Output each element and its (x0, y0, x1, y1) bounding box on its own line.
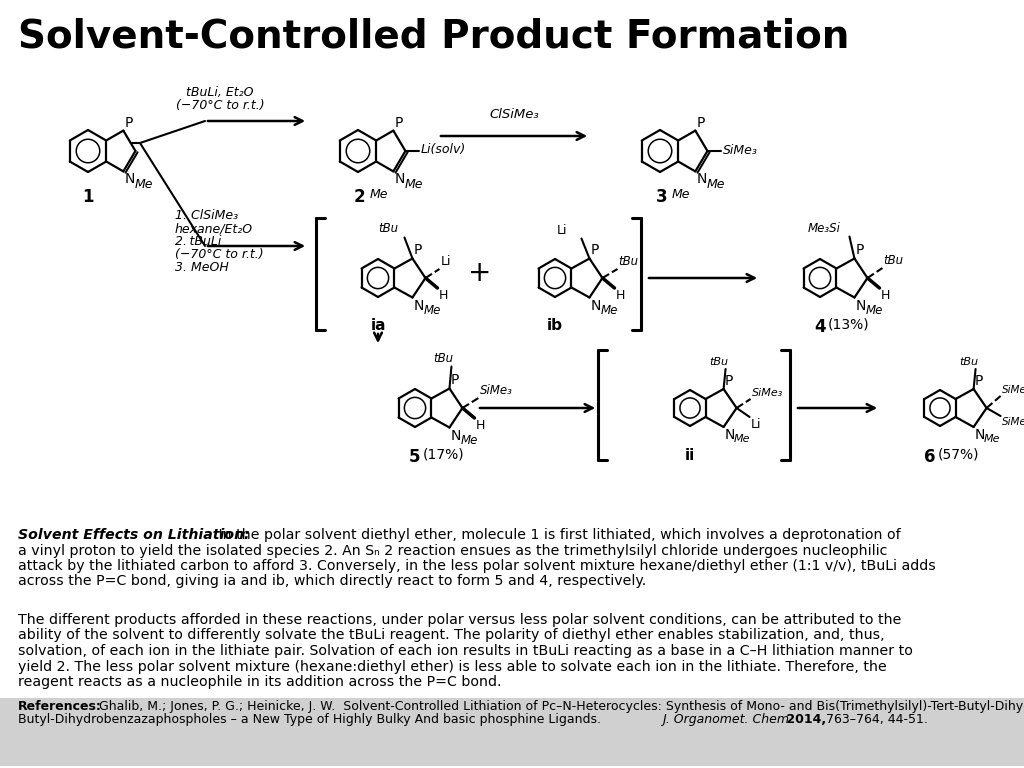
Text: solvation, of each ion in the lithiate pair. Solvation of each ion results in tB: solvation, of each ion in the lithiate p… (18, 644, 912, 658)
Text: P: P (451, 373, 459, 388)
Text: ability of the solvent to differently solvate the tBuLi reagent. The polarity of: ability of the solvent to differently so… (18, 628, 885, 643)
Text: Li: Li (557, 223, 567, 237)
Text: SiMe₃: SiMe₃ (752, 388, 782, 398)
Text: N: N (975, 428, 985, 442)
Text: 3: 3 (656, 188, 668, 206)
Text: Solvent Effects on Lithiation:: Solvent Effects on Lithiation: (18, 528, 250, 542)
Text: Ghalib, M.; Jones, P. G.; Heinicke, J. W.  Solvent-Controlled Lithiation of Pc–N: Ghalib, M.; Jones, P. G.; Heinicke, J. W… (95, 700, 1024, 713)
Text: attack by the lithiated carbon to afford 3. Conversely, in the less polar solven: attack by the lithiated carbon to afford… (18, 559, 936, 573)
Text: tBu: tBu (884, 254, 903, 267)
Text: H: H (438, 289, 447, 302)
Text: 4: 4 (814, 318, 825, 336)
Text: H: H (615, 289, 625, 302)
Text: tBu: tBu (959, 357, 979, 367)
Text: Solvent-Controlled Product Formation: Solvent-Controlled Product Formation (18, 18, 849, 56)
Text: ia: ia (371, 318, 386, 333)
Text: Li(solv): Li(solv) (421, 144, 466, 157)
Text: Me: Me (134, 178, 153, 191)
Text: SiMe₃: SiMe₃ (723, 144, 758, 157)
Text: tBu: tBu (710, 357, 729, 367)
Text: hexane/Et₂O: hexane/Et₂O (175, 222, 253, 235)
Text: N: N (696, 172, 707, 187)
Text: SiMe₃: SiMe₃ (479, 384, 512, 397)
Text: (−70°C to r.t.): (−70°C to r.t.) (176, 99, 264, 112)
Text: P: P (591, 243, 599, 257)
Text: References:: References: (18, 700, 101, 713)
Text: N: N (725, 428, 735, 442)
Text: tBu: tBu (433, 352, 454, 365)
Text: H: H (475, 419, 484, 432)
Text: Li: Li (751, 418, 761, 431)
Text: 3. MeOH: 3. MeOH (175, 261, 228, 274)
Text: (17%): (17%) (423, 448, 465, 462)
Text: P: P (975, 374, 983, 388)
Text: Me: Me (404, 178, 423, 191)
Text: Li: Li (440, 255, 451, 268)
Text: ii: ii (685, 448, 695, 463)
Text: (−70°C to r.t.): (−70°C to r.t.) (175, 248, 263, 261)
Text: P: P (124, 116, 133, 130)
Text: tBu: tBu (379, 223, 398, 236)
Text: In the polar solvent diethyl ether, molecule 1 is first lithiated, which involve: In the polar solvent diethyl ether, mole… (214, 528, 901, 542)
Text: a vinyl proton to yield the isolated species 2. An Sₙ 2 reaction ensues as the t: a vinyl proton to yield the isolated spe… (18, 544, 888, 558)
Text: 6: 6 (925, 448, 936, 466)
Text: 2. tBuLi: 2. tBuLi (175, 235, 221, 248)
Text: N: N (591, 299, 601, 313)
Text: P: P (696, 116, 705, 130)
Text: Me: Me (865, 304, 883, 317)
Text: N: N (394, 172, 404, 187)
Text: SiMe: SiMe (1001, 417, 1024, 427)
Text: across the P=C bond, giving ia and ib, which directly react to form 5 and 4, res: across the P=C bond, giving ia and ib, w… (18, 574, 646, 588)
Text: Me: Me (672, 188, 690, 201)
Text: N: N (855, 299, 866, 313)
Text: Me: Me (984, 434, 1000, 444)
Text: P: P (394, 116, 402, 130)
Text: P: P (855, 243, 864, 257)
Text: ib: ib (547, 318, 563, 333)
Text: N: N (124, 172, 135, 187)
Text: P: P (725, 374, 733, 388)
Text: reagent reacts as a nucleophile in its addition across the P=C bond.: reagent reacts as a nucleophile in its a… (18, 675, 502, 689)
Text: tBu: tBu (618, 255, 639, 268)
Text: H: H (881, 289, 890, 302)
Text: 5: 5 (410, 448, 421, 466)
Text: 2014,: 2014, (782, 713, 826, 726)
Text: 1: 1 (82, 188, 94, 206)
Text: Me: Me (600, 304, 617, 317)
Text: Me: Me (707, 178, 725, 191)
Text: Me: Me (424, 304, 440, 317)
Text: The different products afforded in these reactions, under polar versus less pola: The different products afforded in these… (18, 613, 901, 627)
Text: +: + (468, 259, 492, 287)
Text: Me: Me (461, 435, 478, 448)
Text: 763–764, 44-51.: 763–764, 44-51. (822, 713, 928, 726)
Text: 1. ClSiMe₃: 1. ClSiMe₃ (175, 209, 239, 222)
Text: Me₃Si: Me₃Si (808, 221, 841, 234)
Text: (57%): (57%) (938, 448, 980, 462)
FancyBboxPatch shape (0, 698, 1024, 766)
Text: N: N (414, 299, 424, 313)
Text: yield 2. The less polar solvent mixture (hexane:diethyl ether) is less able to s: yield 2. The less polar solvent mixture … (18, 660, 887, 674)
Text: J. Organomet. Chem.: J. Organomet. Chem. (662, 713, 793, 726)
Text: N: N (451, 429, 461, 442)
Text: SiMe: SiMe (1001, 385, 1024, 395)
Text: (13%): (13%) (828, 318, 869, 332)
Text: P: P (414, 243, 422, 257)
Text: ClSiMe₃: ClSiMe₃ (489, 108, 539, 121)
Text: 2: 2 (354, 188, 366, 206)
Text: tBuLi, Et₂O: tBuLi, Et₂O (186, 86, 254, 99)
Text: Me: Me (370, 188, 388, 201)
Text: Butyl-Dihydrobenzazaphospholes – a New Type of Highly Bulky And basic phosphine : Butyl-Dihydrobenzazaphospholes – a New T… (18, 713, 603, 726)
Text: Me: Me (733, 434, 751, 444)
